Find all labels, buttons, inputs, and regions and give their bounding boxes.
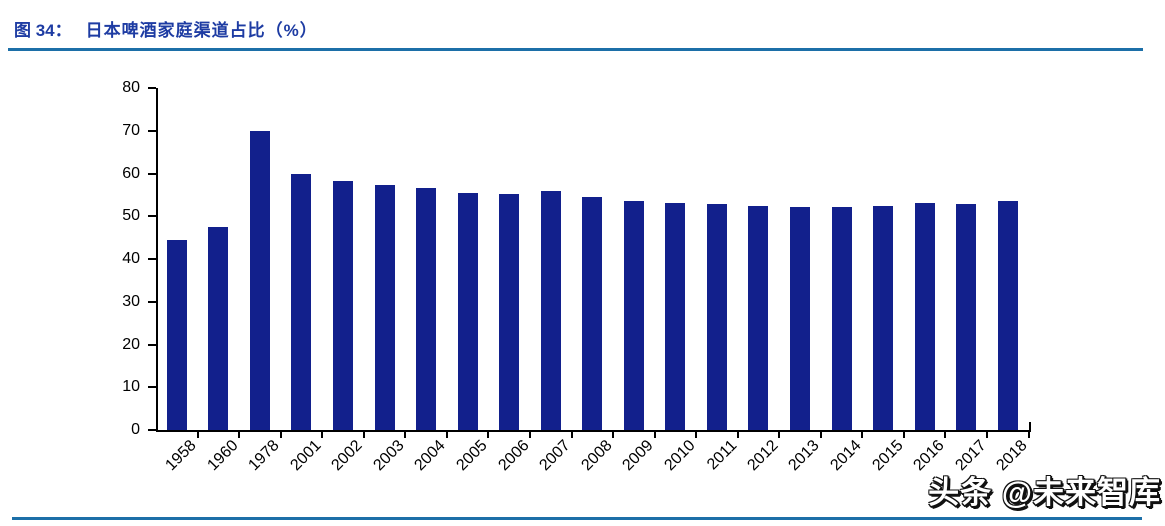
- watermark-text: 头条 @未来智库: [928, 475, 1161, 510]
- x-tick: [695, 432, 698, 438]
- y-tick: [148, 386, 156, 389]
- x-tick-label: 2011: [703, 437, 740, 474]
- title-divider: [8, 48, 1143, 51]
- y-tick-label: 60: [122, 164, 140, 182]
- x-tick: [196, 432, 199, 438]
- x-tick-label: 2004: [411, 437, 450, 475]
- x-tick-label: 1978: [245, 437, 283, 475]
- bar: [416, 188, 437, 430]
- x-tick: [986, 432, 988, 438]
- y-tick: [148, 129, 156, 132]
- bar: [582, 197, 603, 430]
- x-tick-label: 1960: [204, 437, 242, 475]
- figure-title: 日本啤酒家庭渠道占比（%）: [85, 21, 318, 40]
- x-tick: [487, 432, 490, 438]
- x-tick: [902, 432, 905, 438]
- bar: [831, 206, 852, 430]
- x-axis-line: [156, 430, 1031, 432]
- x-tick: [736, 432, 739, 438]
- x-axis-end-tick: [1028, 422, 1031, 430]
- figure-header: 图 34： 日本啤酒家庭渠道占比（%）: [14, 16, 318, 41]
- bar: [790, 207, 811, 430]
- x-tick-label: 2015: [868, 437, 907, 475]
- bar: [706, 204, 727, 430]
- figure-label: 图 34：: [14, 21, 72, 40]
- x-tick: [944, 432, 947, 438]
- y-tick-label: 80: [122, 79, 140, 96]
- y-tick-label: 10: [122, 378, 140, 396]
- x-tick: [362, 432, 365, 438]
- y-tick: [148, 429, 156, 431]
- bar: [166, 239, 187, 430]
- y-tick: [148, 87, 156, 89]
- y-tick: [148, 300, 156, 303]
- x-tick-label: 2002: [328, 437, 366, 475]
- bar: [665, 203, 686, 430]
- bar: [291, 173, 312, 430]
- x-tick-label: 2013: [785, 437, 824, 475]
- y-tick-label: 20: [122, 335, 140, 353]
- x-tick: [321, 432, 324, 438]
- bar: [540, 190, 561, 430]
- y-tick-label: 70: [122, 121, 140, 139]
- bar: [332, 181, 353, 430]
- bar: [873, 205, 894, 430]
- bottom-divider: [12, 517, 1142, 520]
- x-tick: [404, 432, 407, 438]
- x-tick: [570, 432, 573, 438]
- x-tick-label: 2008: [578, 437, 616, 475]
- x-tick: [861, 432, 864, 438]
- x-tick-label: 2003: [370, 437, 408, 475]
- x-tick: [778, 432, 781, 438]
- x-tick-label: 1958: [162, 437, 200, 475]
- x-tick: [528, 432, 531, 438]
- y-tick-label: 30: [122, 292, 140, 310]
- bar: [249, 130, 270, 430]
- x-tick: [445, 432, 448, 438]
- x-tick: [653, 432, 656, 438]
- x-tick-label: 2001: [287, 437, 325, 475]
- bar: [457, 193, 478, 430]
- y-tick: [148, 172, 156, 175]
- x-tick: [1027, 432, 1030, 438]
- y-tick: [148, 258, 156, 260]
- x-tick: [612, 432, 615, 438]
- x-tick-label: 2006: [495, 437, 533, 475]
- y-tick-label: 0: [131, 421, 140, 438]
- bar: [748, 205, 769, 430]
- y-tick: [148, 343, 156, 346]
- bar: [914, 202, 935, 430]
- x-tick-label: 2009: [619, 437, 657, 475]
- y-tick-label: 40: [122, 250, 140, 267]
- bar: [623, 201, 644, 430]
- x-tick-label: 2005: [453, 437, 491, 475]
- bar: [956, 203, 977, 430]
- x-tick-label: 2010: [661, 437, 699, 475]
- bar: [374, 184, 395, 430]
- bar: [997, 200, 1018, 430]
- x-tick: [238, 432, 241, 438]
- bar: [499, 194, 520, 430]
- y-tick-label: 50: [122, 207, 140, 225]
- x-tick: [279, 432, 282, 438]
- x-tick-label: 2014: [827, 437, 865, 475]
- x-tick-label: 2012: [744, 437, 782, 475]
- x-tick: [819, 432, 822, 438]
- y-axis-line: [156, 88, 158, 432]
- bar: [208, 226, 229, 430]
- x-tick-label: 2007: [536, 437, 574, 475]
- y-tick: [148, 215, 156, 218]
